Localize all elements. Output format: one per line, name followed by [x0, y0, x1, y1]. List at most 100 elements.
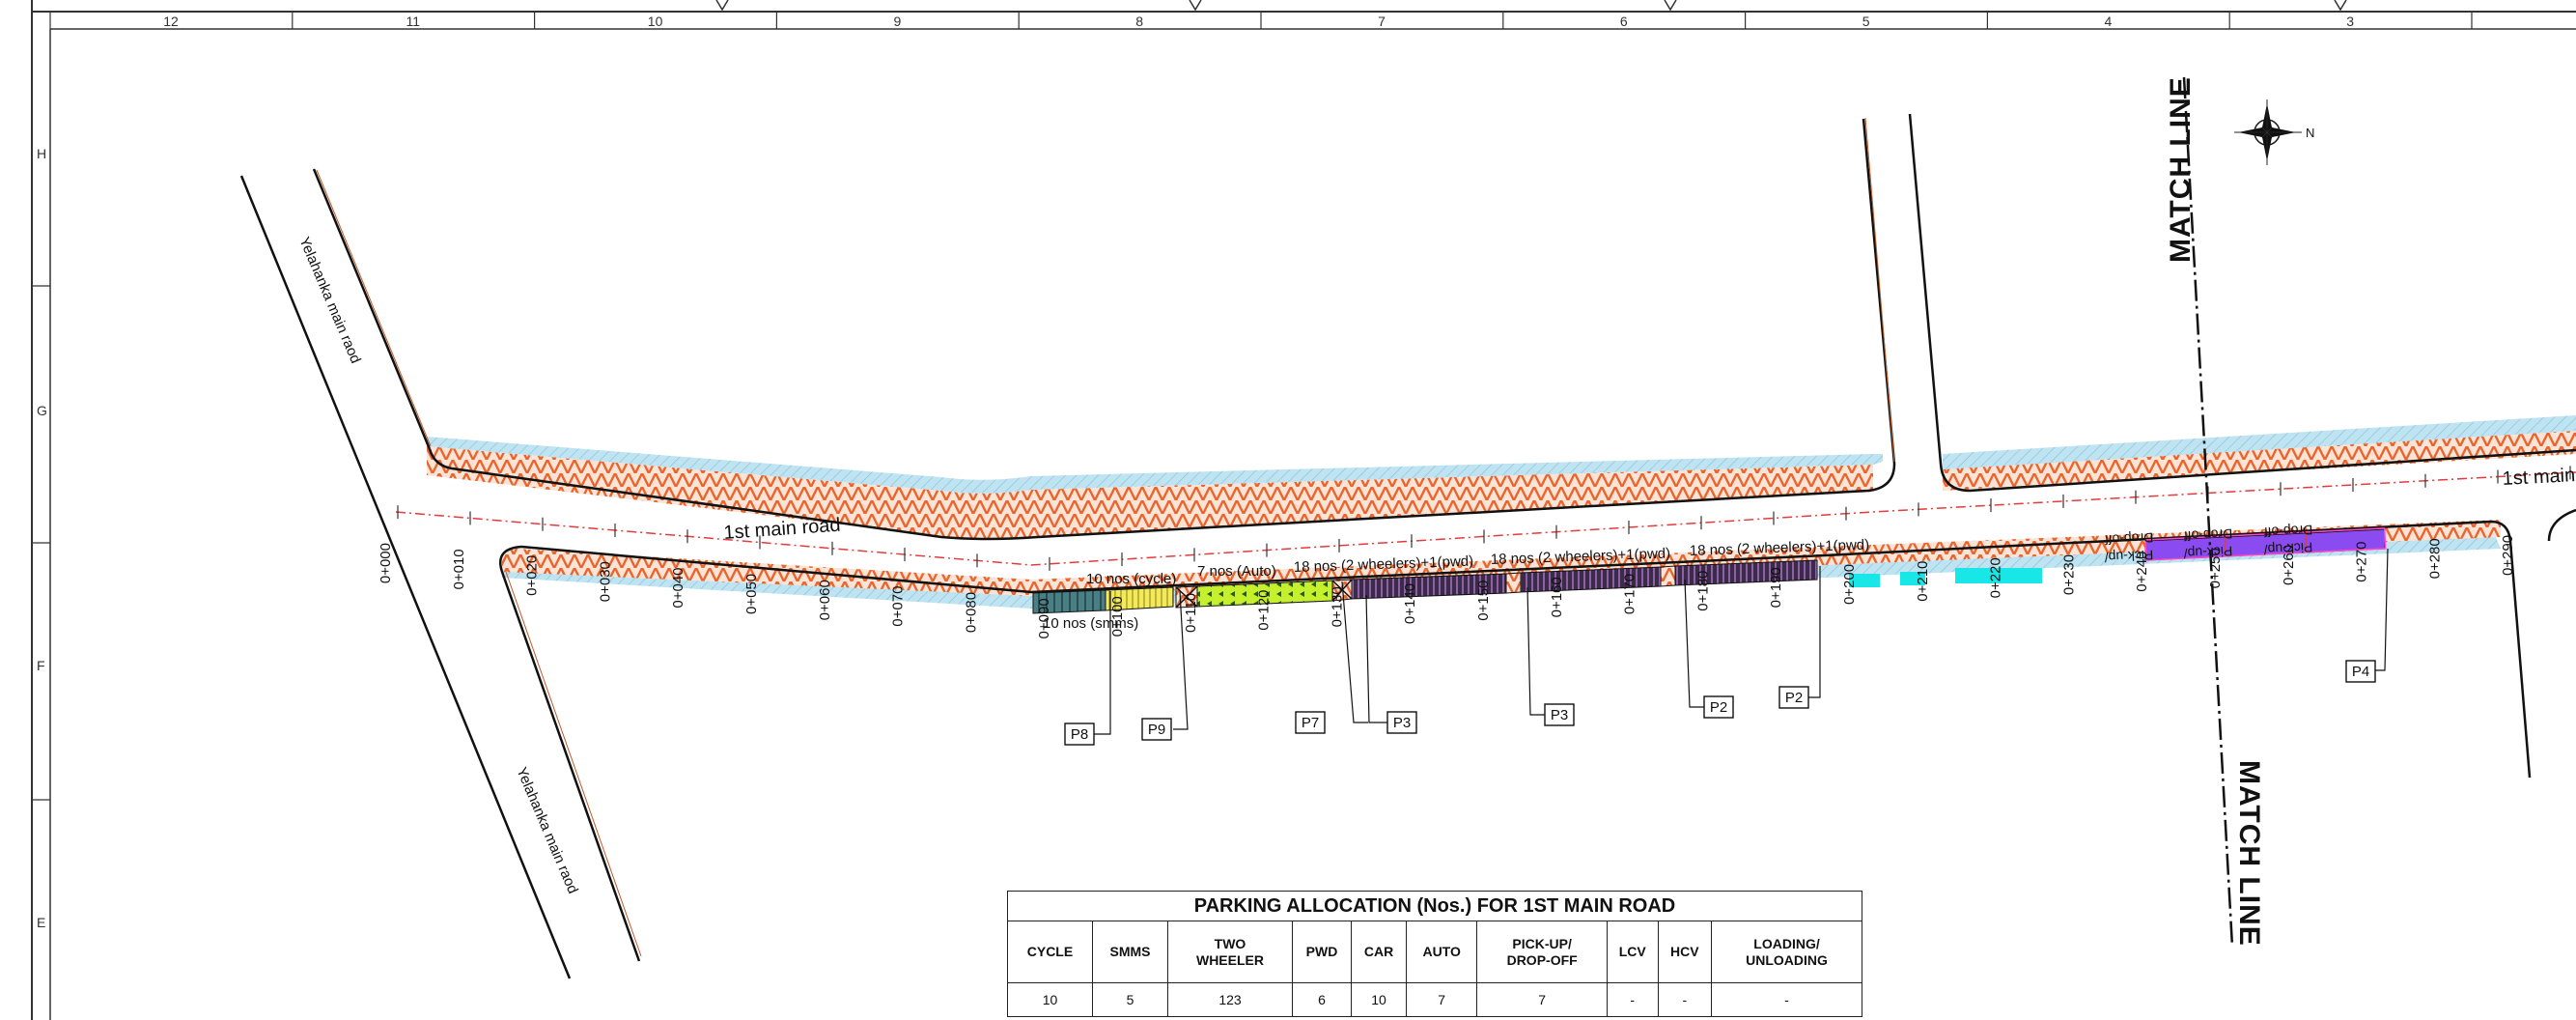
- label-pickup-3: Pick-up/: [2263, 540, 2312, 558]
- chainage-label: 0+030: [597, 561, 613, 602]
- zone-labels: 10 nos (cycle) 10 nos (smms) 7 nos (Auto…: [1043, 523, 2313, 632]
- table-value-cell: -: [1606, 982, 1659, 1017]
- header-line-1: AUTO: [1422, 944, 1461, 959]
- chainage-label: 0+220: [1988, 557, 2004, 598]
- chainage-label: 0+160: [1549, 577, 1565, 617]
- label-pickup-2: Pick-up/: [2183, 544, 2232, 562]
- grid-row-label: E: [37, 915, 45, 930]
- tag-box: [2345, 660, 2376, 683]
- chainage-label: 0+260: [2281, 545, 2297, 585]
- label-pickup-1: Pick-up/: [2104, 548, 2153, 566]
- table-header-cell: PWD: [1291, 921, 1353, 983]
- grid-row-label: G: [37, 403, 47, 418]
- grid-row-ticks: H G F E: [32, 146, 50, 930]
- chainage-label: 0+200: [1841, 564, 1858, 605]
- chainage-label: 0+190: [1768, 567, 1784, 608]
- parking-zone-smms: [1105, 586, 1174, 611]
- table-header-row: CYCLE SMMS TWO WHEELER PWD CAR AUTO PICK-UP/DRO…: [1007, 921, 1862, 983]
- parking-tags: P8 P9 P7 P3 P3 P2 P2 P4: [1064, 660, 2376, 746]
- grid-col-label: 6: [1620, 14, 1628, 29]
- tag-label: P2: [1785, 690, 1803, 706]
- table-value-cell: 6: [1291, 982, 1353, 1017]
- tag-box: [1064, 722, 1095, 746]
- table-header-cell: PICK-UP/DROP-OFF: [1476, 921, 1608, 983]
- chainage-label: 0+040: [670, 567, 686, 608]
- chainage-label: 0+020: [524, 555, 541, 596]
- chainage-label: 0+120: [1256, 590, 1273, 631]
- label-two-wheeler-a: 18 nos (2 wheelers)+1(pwd): [1294, 553, 1474, 576]
- chainage-label: 0+270: [2354, 542, 2370, 582]
- header-line-2: UNLOADING: [1746, 951, 1828, 968]
- chainage-label: 0+170: [1622, 574, 1638, 614]
- grid-col-label: 7: [1378, 14, 1386, 29]
- grid-col-label: 5: [1862, 14, 1870, 29]
- tag-label: P8: [1071, 726, 1088, 743]
- table-value-cell: -: [1711, 982, 1862, 1017]
- header-line-1: CYCLE: [1026, 944, 1074, 959]
- table-value-cell: 10: [1007, 982, 1093, 1017]
- road-name-1st-main-cut: 1st main: [2502, 465, 2576, 490]
- chainage-label: 0+100: [1109, 596, 1126, 637]
- tag-box: [1295, 711, 1326, 734]
- label-dropoff-1: Drop-off: [2105, 530, 2154, 549]
- chainage-label: 0+240: [2134, 552, 2150, 592]
- table-header-cell: SMMS: [1091, 921, 1169, 983]
- tag-box: [1544, 703, 1575, 726]
- chainage-label: 0+000: [378, 543, 394, 583]
- table-value-cell: 7: [1476, 982, 1608, 1017]
- table-header-cell: LOADING/UNLOADING: [1711, 921, 1862, 983]
- grid-col-label: 12: [163, 14, 179, 29]
- header-line-1: SMMS: [1109, 944, 1151, 959]
- grid-col-label: 10: [648, 14, 663, 29]
- header-line-1: TWO: [1214, 935, 1246, 951]
- header-line-2: DROP-OFF: [1506, 951, 1578, 968]
- header-line-1: PICK-UP/: [1512, 935, 1572, 951]
- chainage-label: 0+060: [817, 580, 833, 620]
- table-value-row: 10 5 123 6 10 7 7- - -: [1007, 982, 1862, 1017]
- chainage-label: 0+070: [890, 586, 907, 627]
- chainage-label: 0+280: [2426, 538, 2443, 579]
- compass-rose-icon: N: [2234, 99, 2314, 165]
- header-line-2: WHEELER: [1195, 951, 1264, 968]
- chainage-label: 0+080: [963, 592, 979, 633]
- match-line-label-bottom: MATCH LINE: [2233, 760, 2265, 947]
- grid-row-label: H: [37, 146, 46, 161]
- tag-leaders: [1094, 548, 2389, 735]
- tag-label: P2: [1710, 699, 1727, 716]
- chainage-label: 0+210: [1915, 561, 1931, 602]
- label-cycle: 10 nos (cycle): [1086, 571, 1176, 587]
- pwd-marker-c: [1505, 572, 1522, 594]
- chainage-label: 0+140: [1402, 583, 1418, 624]
- label-dropoff-3: Drop-off: [2264, 523, 2313, 541]
- table-value-cell: -: [1657, 982, 1713, 1017]
- road-edges: [239, 113, 2576, 979]
- pwd-marker-d: [1660, 565, 1676, 587]
- chainage-label: 0+150: [1475, 581, 1492, 621]
- grid-col-label: 4: [2105, 14, 2113, 29]
- label-smms: 10 nos (smms): [1043, 615, 1138, 632]
- centerline-ticks: [397, 466, 2571, 571]
- chainage-label: 0+010: [451, 549, 467, 589]
- table-value-cell: 5: [1091, 982, 1169, 1017]
- pwd-marker-a: [1175, 585, 1198, 609]
- grid-col-label: 3: [2346, 14, 2354, 29]
- chainage-label: 0+050: [743, 574, 760, 614]
- parking-zone-two-wheeler-c: [1674, 559, 1818, 586]
- chainage-labels: 0+000 0+010 0+020 0+030 0+040 0+050 0+060 0+070…: [378, 535, 2516, 639]
- chainage-label: 0+090: [1036, 598, 1052, 638]
- tag-box: [1386, 711, 1417, 734]
- tag-label: P3: [1393, 715, 1411, 731]
- header-line-1: LOADING/: [1753, 935, 1820, 951]
- match-line: MATCH LINE MATCH LINE: [2165, 76, 2265, 948]
- table-value-cell: 123: [1167, 982, 1293, 1017]
- table-header-cell: AUTO: [1405, 921, 1478, 983]
- label-two-wheeler-c: 18 nos (2 wheelers)+1(pwd): [1690, 537, 1870, 559]
- grid-column-ticks: 12 11 10 9 8 7 6 5 4 3: [49, 12, 2473, 29]
- section-markers: [715, 0, 2347, 12]
- table-header-cell: CYCLE: [1007, 921, 1093, 983]
- chainage-label: 0+290: [2500, 535, 2516, 576]
- header-line-1: HCV: [1670, 944, 1699, 959]
- tag-label: P7: [1302, 715, 1319, 731]
- table-value-cell: 10: [1351, 982, 1407, 1017]
